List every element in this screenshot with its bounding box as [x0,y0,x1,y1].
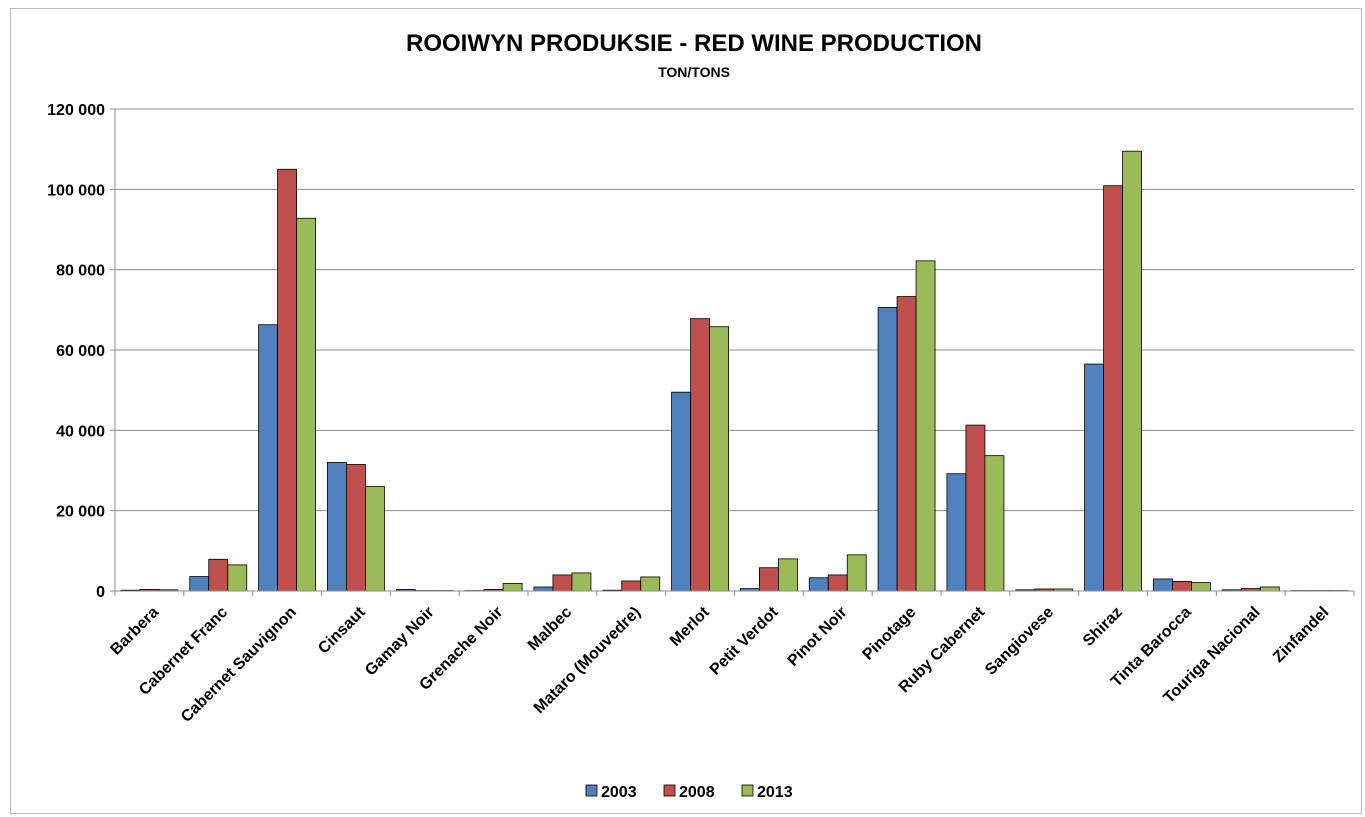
x-tick-label: Shiraz [1080,604,1126,650]
chart-title: ROOIWYN PRODUKSIE - RED WINE PRODUCTION [406,30,982,57]
bar-2008 [690,318,710,592]
chart-subtitle: TON/TONS [658,64,730,80]
bar-2008 [1172,580,1192,592]
bar-2003 [258,324,278,592]
bar-2003 [327,462,347,592]
bar-2003 [1153,578,1173,592]
legend-swatch [741,784,754,797]
x-tick-label: Cinsaut [315,603,369,657]
bar-2008 [621,580,642,592]
y-axis-ticks: 0 20 000 40 000 60 000 80 000 100 000 120 000 [47,102,115,601]
legend: 2003 2008 2013 [585,784,793,801]
bar-2013 [915,260,936,592]
x-tick-label: Sangiovese [982,604,1057,679]
y-tick-label: 120 000 [47,102,105,119]
bar-2008 [346,464,366,592]
x-tick-label: Cabernet Sauvignon [178,604,300,726]
legend-label: 2013 [757,784,793,801]
bar-2013 [640,576,661,592]
bar-2013 [1191,582,1211,592]
y-tick-label: 100 000 [47,182,105,199]
bar-2003 [1084,363,1104,592]
bar-2008 [1103,185,1123,592]
gridlines [115,108,1354,512]
bar-2003 [533,586,554,592]
x-tick-label: Petit Verdot [707,603,782,678]
bar-2013 [365,486,385,592]
bar-2008 [896,296,917,592]
y-tick-label: 40 000 [56,423,105,440]
bar-2008 [759,567,779,592]
legend-label: 2008 [679,784,715,801]
bar-2008 [827,574,848,592]
bar-2013 [984,455,1005,592]
bar-2013 [296,217,316,592]
y-tick-label: 60 000 [56,343,105,360]
bar-2008 [208,558,229,592]
x-tick-label: Barbera [107,604,162,659]
x-tick-label: Pinot Noir [785,604,851,670]
bar-2003 [808,577,829,592]
x-tick-label: Gamay Noir [362,604,438,680]
y-tick-label: 0 [96,584,105,601]
bars [120,150,1349,592]
bar-2008 [965,424,986,592]
x-tick-label: Malbec [525,604,575,654]
x-tick-label: Pinotage [860,604,920,664]
y-tick-label: 20 000 [56,504,105,521]
bar-2008 [277,168,297,592]
bar-2013 [1122,150,1142,592]
bar-2003 [946,473,967,592]
bar-2003 [877,307,898,592]
bar-2013 [1259,586,1280,592]
legend-label: 2003 [601,784,637,801]
bar-2013 [778,558,798,592]
bar-2013 [571,572,592,592]
bar-2013 [709,326,729,592]
bar-2013 [846,554,867,592]
x-tick-label: Merlot [667,603,713,649]
bar-2003 [671,391,691,592]
x-tick-label: Zinfandel [1270,604,1332,666]
y-tick-label: 80 000 [56,263,105,280]
legend-swatch [585,784,598,797]
bar-2003 [189,576,210,592]
bar-2013 [502,582,523,592]
legend-swatch [663,784,676,797]
bar-2008 [552,574,573,592]
bar-2013 [227,564,248,592]
